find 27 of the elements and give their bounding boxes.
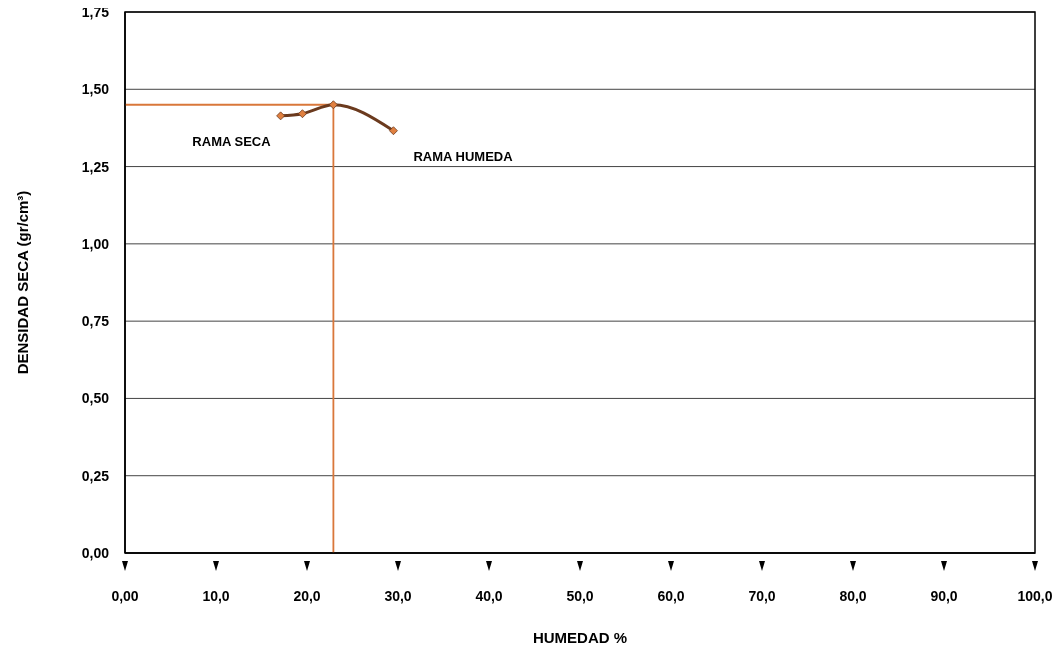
- y-tick-label: 0,75: [81, 313, 110, 330]
- point: [328, 100, 338, 110]
- annotation: RAMA HUMEDA: [413, 149, 514, 165]
- y-tick-label: 1,50: [81, 81, 110, 98]
- x-tick-label: 10,0: [202, 588, 230, 604]
- y-tick-label: 0,25: [81, 467, 110, 484]
- point: [389, 126, 398, 136]
- x-tick-label: 100,0: [1017, 588, 1053, 604]
- x-tick-label: 40,0: [475, 588, 503, 604]
- annotation: RAMA SECA: [192, 134, 272, 150]
- x-tick-label: 20,0: [293, 588, 321, 604]
- y-tick-label: 0,00: [81, 545, 110, 561]
- point: [276, 111, 286, 121]
- x-axis-title: HUMEDAD %: [532, 629, 628, 646]
- x-tick-label: 30,0: [384, 588, 412, 604]
- x-tick-label: 70,0: [748, 588, 776, 604]
- x-tick-label: 90,0: [930, 588, 958, 604]
- y-tick-label: 1,75: [81, 4, 110, 20]
- x-tick-label: 50,0: [566, 588, 594, 604]
- y-tick-label: 0,50: [81, 390, 110, 407]
- x-tick-label: 0,00: [111, 588, 139, 604]
- point: [298, 109, 307, 119]
- x-tick-label: 60,0: [657, 588, 685, 604]
- x-tick-label: 80,0: [839, 588, 867, 604]
- y-tick-label: 1,00: [81, 235, 110, 252]
- y-tick-label: 1,25: [81, 158, 110, 175]
- y-axis-title: DENSIDAD SECA (gr/cm³): [14, 190, 32, 375]
